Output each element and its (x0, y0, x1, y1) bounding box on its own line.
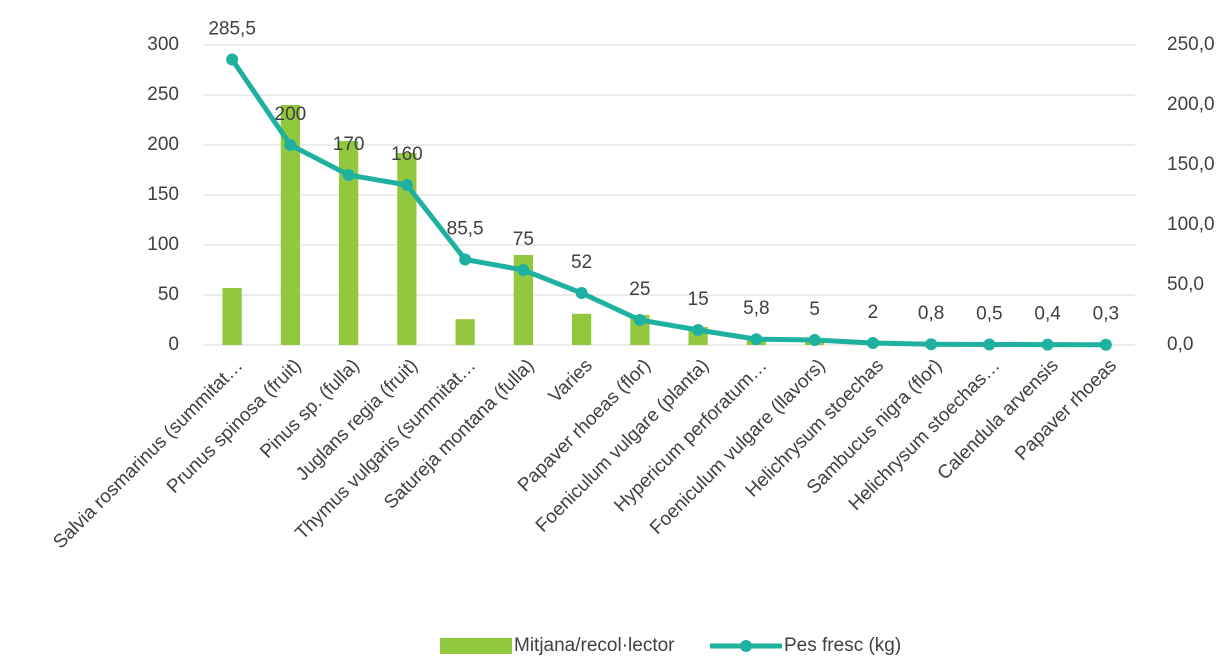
line-marker (226, 53, 239, 66)
y-tick-label: 300 (147, 34, 179, 55)
y-tick-label: 250 (147, 84, 179, 105)
line-marker (925, 338, 938, 351)
data-label: 85,5 (447, 219, 484, 240)
bar (513, 255, 533, 345)
line-marker (575, 287, 588, 299)
data-label: 2 (868, 302, 879, 323)
bar (455, 319, 475, 345)
data-label: 75 (513, 229, 534, 250)
y-tick-label: 50 (158, 284, 179, 305)
data-label: 5 (809, 299, 820, 320)
legend-swatch (440, 638, 512, 654)
legend-label: Pes fresc (kg) (784, 635, 901, 656)
bar (572, 313, 592, 345)
legend-label: Mitjana/recol·lector (514, 635, 675, 656)
data-label: 160 (391, 144, 423, 165)
line-marker (284, 139, 297, 151)
x-tick-label: Varies (545, 355, 597, 407)
y2-tick-label: 0,0 (1167, 334, 1193, 355)
line-marker (400, 179, 413, 191)
line-marker (1041, 338, 1054, 351)
line-marker (750, 333, 763, 346)
data-label: 170 (333, 134, 365, 155)
bar (397, 153, 417, 345)
data-label: 5,8 (743, 298, 769, 319)
y2-tick-label: 200,0 (1167, 94, 1215, 115)
data-label: 0,5 (976, 304, 1002, 325)
y2-tick-label: 150,0 (1167, 154, 1215, 175)
data-label: 52 (571, 252, 592, 273)
line-marker (983, 338, 996, 351)
data-label: 0,3 (1093, 304, 1119, 325)
line-marker (633, 314, 646, 326)
line-marker (517, 264, 530, 276)
y2-tick-label: 50,0 (1167, 274, 1204, 295)
data-label: 0,8 (918, 303, 944, 324)
x-tick-label: Pinus sp. (fulla) (256, 355, 363, 462)
y-tick-label: 0 (168, 334, 179, 355)
y-tick-label: 200 (147, 134, 179, 155)
legend-marker (740, 640, 752, 652)
line-marker (1099, 338, 1112, 351)
line-marker (692, 324, 705, 336)
line-marker (866, 337, 879, 349)
bar (339, 141, 359, 345)
data-label: 15 (688, 289, 709, 310)
y-tick-label: 150 (147, 184, 179, 205)
data-label: 200 (275, 104, 307, 125)
line (230, 58, 1106, 348)
y-tick-label: 100 (147, 234, 179, 255)
bar (222, 288, 242, 345)
bar (280, 105, 300, 345)
y2-tick-label: 100,0 (1167, 214, 1215, 235)
data-label: 0,4 (1034, 304, 1061, 325)
data-label: 25 (629, 279, 650, 300)
line-marker (342, 169, 355, 181)
line-marker (808, 334, 821, 346)
y2-tick-label: 250,0 (1167, 34, 1215, 55)
line-marker (459, 253, 472, 266)
data-label: 285,5 (208, 19, 256, 40)
x-tick-label: Papaver rhoeas (1011, 355, 1121, 465)
